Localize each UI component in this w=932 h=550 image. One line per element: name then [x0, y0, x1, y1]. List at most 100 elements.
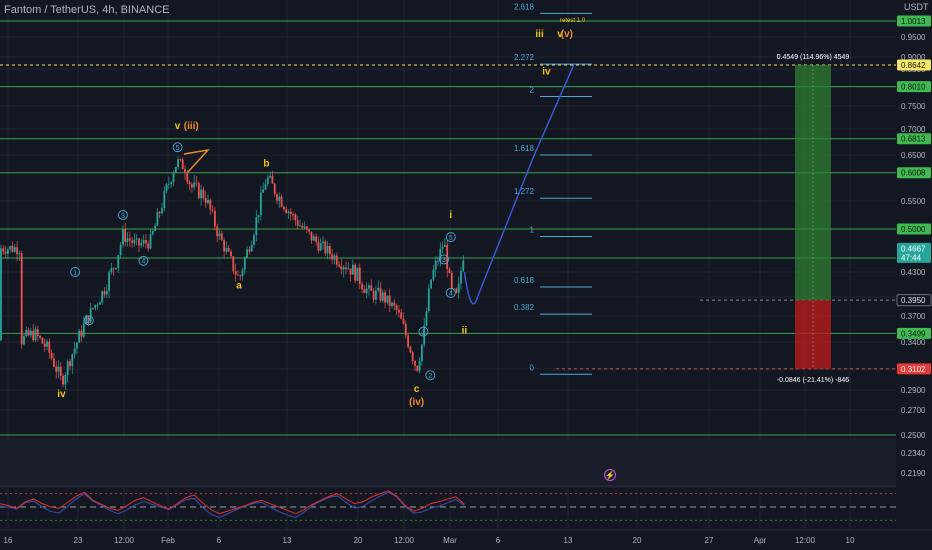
- price-tag-value: 1.0013: [901, 17, 926, 26]
- candle-up: [391, 302, 393, 306]
- price-tag-level: [897, 223, 931, 235]
- time-tick: 23: [74, 536, 83, 545]
- wave-label: iv: [542, 66, 551, 77]
- candle-up: [18, 253, 21, 255]
- price-tick: 0.5500: [901, 197, 926, 206]
- wave-count-label: 5: [176, 145, 180, 152]
- candle-up: [421, 344, 423, 362]
- long-position-tool[interactable]: 0.4549 (114.96%) 4549 -0.0846 (-21.41%) -…: [777, 54, 850, 384]
- projection-path: [463, 64, 575, 305]
- candle-down: [289, 211, 292, 215]
- price-tag-level: [897, 133, 931, 145]
- candle-down: [315, 236, 317, 242]
- candle-up: [287, 211, 290, 213]
- candle-up: [99, 302, 101, 305]
- candle-up: [149, 234, 152, 249]
- price-tag-value: 0.6813: [901, 135, 926, 144]
- candle-up: [462, 260, 465, 271]
- triangle-pattern: [183, 148, 210, 173]
- candle-up: [352, 264, 354, 275]
- candle-down: [349, 268, 352, 275]
- candle-up: [269, 175, 271, 178]
- wave-count-circle: [445, 287, 456, 298]
- candle-up: [73, 348, 76, 355]
- time-tick: Feb: [161, 536, 175, 545]
- time-tick: 27: [705, 536, 714, 545]
- candle-up: [418, 361, 421, 371]
- candle-down: [324, 241, 327, 254]
- candle-down: [273, 183, 276, 195]
- candle-down: [4, 251, 7, 254]
- target-text: 0.4549 (114.96%) 4549: [777, 54, 850, 61]
- candlestick-series: [0, 148, 465, 390]
- wave-label: v: [175, 121, 181, 132]
- candle-down: [131, 240, 133, 243]
- price-tick: 0.2900: [901, 386, 926, 395]
- candle-up: [154, 225, 156, 231]
- price-tag-value: 0.5000: [901, 225, 926, 234]
- candle-up: [135, 238, 138, 240]
- wave-count-label: 3: [121, 213, 125, 220]
- candle-down: [384, 292, 386, 303]
- candle-down: [195, 182, 198, 184]
- candle-up: [66, 361, 69, 376]
- price-axis: 0.95000.90000.85000.80000.75000.70000.65…: [896, 0, 932, 550]
- candle-up: [250, 244, 253, 252]
- price-tick: 0.2700: [901, 406, 926, 415]
- wave-count-label: 5: [449, 235, 453, 242]
- horizontal-levels: [0, 20, 896, 436]
- candle-up: [381, 292, 384, 301]
- candle-up: [78, 330, 81, 343]
- wave-count-label: 2: [87, 318, 91, 325]
- candle-down: [20, 253, 23, 345]
- candle-up: [46, 341, 48, 347]
- candle-up: [163, 190, 166, 209]
- price-tag-value: 0.3950: [901, 296, 926, 305]
- wave-label: i: [449, 210, 452, 221]
- candle-down: [227, 248, 230, 252]
- price-tick: 0.4300: [901, 268, 926, 277]
- candle-up: [7, 249, 9, 254]
- candle-up: [156, 212, 159, 226]
- price-tag-level: [897, 15, 931, 27]
- wave-count-label: 1: [422, 329, 426, 336]
- candle-down: [407, 335, 409, 347]
- candle-up: [85, 315, 87, 324]
- candle-down: [361, 283, 363, 290]
- candle-up: [174, 166, 177, 173]
- candle-down: [55, 366, 58, 372]
- price-tag-value: 0.8010: [901, 83, 926, 92]
- time-tick: Mar: [443, 536, 457, 545]
- candle-up: [262, 189, 265, 193]
- candle-up: [333, 255, 336, 260]
- candle-up: [434, 260, 437, 270]
- wave-count-circle: [418, 326, 429, 337]
- price-tag-level: [897, 81, 931, 93]
- fib-label: 0.382: [514, 303, 535, 312]
- candle-up: [264, 184, 267, 190]
- candle-up: [71, 354, 74, 367]
- candle-up: [255, 217, 258, 236]
- price-tag-value: 0.8642: [901, 61, 926, 70]
- candle-down: [59, 366, 62, 376]
- candle-up: [460, 270, 462, 284]
- symbol-title[interactable]: Fantom / TetherUS, 4h, BINANCE: [4, 4, 170, 16]
- candle-down: [124, 229, 127, 242]
- candle-down: [186, 172, 189, 182]
- candle-down: [92, 307, 94, 309]
- fib-label: 2: [530, 86, 535, 95]
- candle-up: [430, 279, 432, 289]
- candle-up: [375, 290, 377, 300]
- time-tick: 13: [564, 536, 573, 545]
- candle-down: [296, 220, 299, 226]
- candle-down: [317, 241, 320, 251]
- candle-up: [319, 243, 322, 251]
- wave-label: iii: [535, 29, 544, 40]
- candle-down: [53, 358, 55, 367]
- candle-down: [248, 249, 251, 252]
- candle-down: [285, 209, 288, 213]
- candle-up: [326, 246, 329, 254]
- price-tick: 0.3700: [901, 312, 926, 321]
